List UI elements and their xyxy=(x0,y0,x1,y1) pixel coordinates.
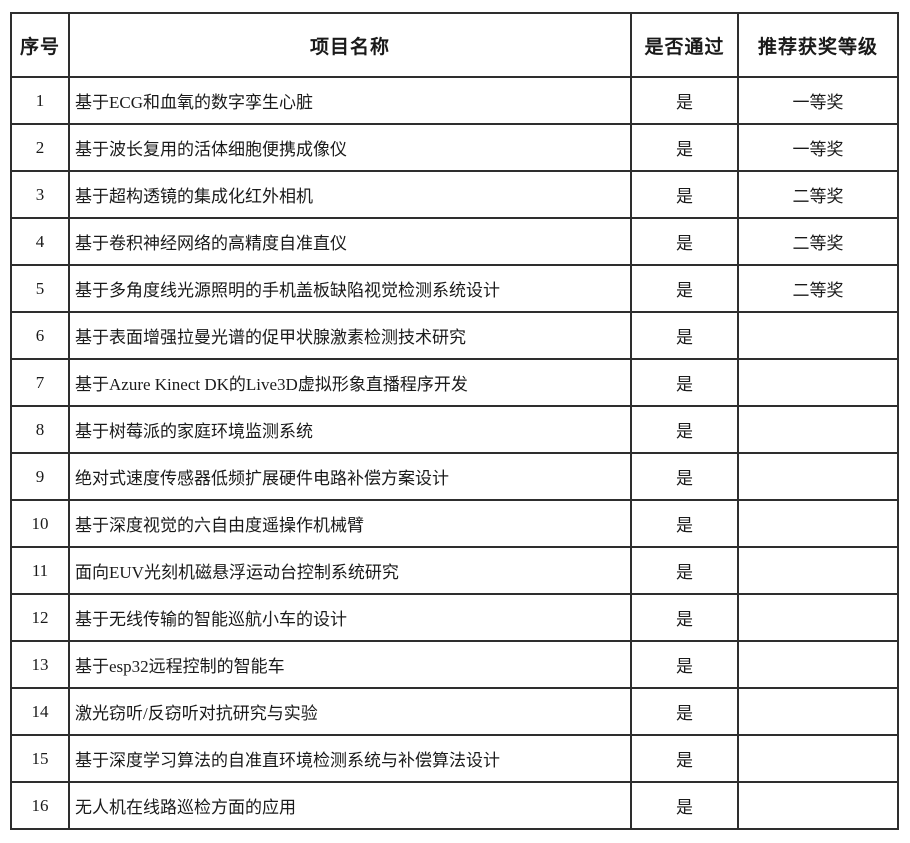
project-name-cell: 基于esp32远程控制的智能车 xyxy=(68,640,632,689)
table-row: 2 基于波长复用的活体细胞便携成像仪 是 一等奖 xyxy=(10,123,899,172)
row-number-cell: 1 xyxy=(10,76,70,125)
award-level-cell xyxy=(737,499,899,548)
row-number-cell: 5 xyxy=(10,264,70,313)
award-level-cell xyxy=(737,781,899,830)
row-number-cell: 15 xyxy=(10,734,70,783)
row-number-cell: 3 xyxy=(10,170,70,219)
pass-status-cell: 是 xyxy=(630,593,739,642)
award-level-cell xyxy=(737,311,899,360)
header-award: 推荐获奖等级 xyxy=(737,12,899,78)
award-level-cell xyxy=(737,452,899,501)
table-body: 1 基于ECG和血氧的数字孪生心脏 是 一等奖 2 基于波长复用的活体细胞便携成… xyxy=(10,76,899,830)
pass-status-cell: 是 xyxy=(630,311,739,360)
award-level-cell xyxy=(737,546,899,595)
award-level-cell xyxy=(737,593,899,642)
award-level-cell: 一等奖 xyxy=(737,76,899,125)
row-number-cell: 10 xyxy=(10,499,70,548)
project-name-cell: 基于深度视觉的六自由度遥操作机械臂 xyxy=(68,499,632,548)
table-row: 11 面向EUV光刻机磁悬浮运动台控制系统研究 是 xyxy=(10,546,899,595)
table-row: 1 基于ECG和血氧的数字孪生心脏 是 一等奖 xyxy=(10,76,899,125)
pass-status-cell: 是 xyxy=(630,499,739,548)
table-row: 9 绝对式速度传感器低频扩展硬件电路补偿方案设计 是 xyxy=(10,452,899,501)
award-level-cell: 一等奖 xyxy=(737,123,899,172)
header-name: 项目名称 xyxy=(68,12,632,78)
project-name-cell: 基于Azure Kinect DK的Live3D虚拟形象直播程序开发 xyxy=(68,358,632,407)
table-row: 14 激光窃听/反窃听对抗研究与实验 是 xyxy=(10,687,899,736)
row-number-cell: 2 xyxy=(10,123,70,172)
table-row: 12 基于无线传输的智能巡航小车的设计 是 xyxy=(10,593,899,642)
header-row: 序号 项目名称 是否通过 推荐获奖等级 xyxy=(10,12,899,78)
pass-status-cell: 是 xyxy=(630,687,739,736)
table-row: 15 基于深度学习算法的自准直环境检测系统与补偿算法设计 是 xyxy=(10,734,899,783)
project-name-cell: 基于表面增强拉曼光谱的促甲状腺激素检测技术研究 xyxy=(68,311,632,360)
table-row: 7 基于Azure Kinect DK的Live3D虚拟形象直播程序开发 是 xyxy=(10,358,899,407)
award-level-cell: 二等奖 xyxy=(737,264,899,313)
project-name-cell: 基于波长复用的活体细胞便携成像仪 xyxy=(68,123,632,172)
pass-status-cell: 是 xyxy=(630,405,739,454)
header-pass: 是否通过 xyxy=(630,12,739,78)
award-level-cell xyxy=(737,687,899,736)
award-level-cell xyxy=(737,734,899,783)
pass-status-cell: 是 xyxy=(630,546,739,595)
row-number-cell: 4 xyxy=(10,217,70,266)
project-name-cell: 基于树莓派的家庭环境监测系统 xyxy=(68,405,632,454)
award-level-cell: 二等奖 xyxy=(737,170,899,219)
table-header: 序号 项目名称 是否通过 推荐获奖等级 xyxy=(10,12,899,78)
project-name-cell: 绝对式速度传感器低频扩展硬件电路补偿方案设计 xyxy=(68,452,632,501)
table-row: 5 基于多角度线光源照明的手机盖板缺陷视觉检测系统设计 是 二等奖 xyxy=(10,264,899,313)
header-no: 序号 xyxy=(10,12,70,78)
pass-status-cell: 是 xyxy=(630,781,739,830)
project-name-cell: 基于卷积神经网络的高精度自准直仪 xyxy=(68,217,632,266)
table-row: 8 基于树莓派的家庭环境监测系统 是 xyxy=(10,405,899,454)
row-number-cell: 11 xyxy=(10,546,70,595)
award-level-cell xyxy=(737,405,899,454)
project-name-cell: 基于无线传输的智能巡航小车的设计 xyxy=(68,593,632,642)
project-review-table: 序号 项目名称 是否通过 推荐获奖等级 1 基于ECG和血氧的数字孪生心脏 是 … xyxy=(10,12,899,830)
project-name-cell: 基于超构透镜的集成化红外相机 xyxy=(68,170,632,219)
award-level-cell: 二等奖 xyxy=(737,217,899,266)
table-row: 4 基于卷积神经网络的高精度自准直仪 是 二等奖 xyxy=(10,217,899,266)
project-name-cell: 面向EUV光刻机磁悬浮运动台控制系统研究 xyxy=(68,546,632,595)
row-number-cell: 7 xyxy=(10,358,70,407)
table-row: 6 基于表面增强拉曼光谱的促甲状腺激素检测技术研究 是 xyxy=(10,311,899,360)
row-number-cell: 12 xyxy=(10,593,70,642)
row-number-cell: 16 xyxy=(10,781,70,830)
project-name-cell: 基于深度学习算法的自准直环境检测系统与补偿算法设计 xyxy=(68,734,632,783)
project-name-cell: 基于多角度线光源照明的手机盖板缺陷视觉检测系统设计 xyxy=(68,264,632,313)
pass-status-cell: 是 xyxy=(630,452,739,501)
row-number-cell: 13 xyxy=(10,640,70,689)
pass-status-cell: 是 xyxy=(630,358,739,407)
award-level-cell xyxy=(737,358,899,407)
row-number-cell: 14 xyxy=(10,687,70,736)
table-row: 10 基于深度视觉的六自由度遥操作机械臂 是 xyxy=(10,499,899,548)
table-row: 16 无人机在线路巡检方面的应用 是 xyxy=(10,781,899,830)
pass-status-cell: 是 xyxy=(630,217,739,266)
table-row: 3 基于超构透镜的集成化红外相机 是 二等奖 xyxy=(10,170,899,219)
award-level-cell xyxy=(737,640,899,689)
row-number-cell: 6 xyxy=(10,311,70,360)
pass-status-cell: 是 xyxy=(630,123,739,172)
row-number-cell: 8 xyxy=(10,405,70,454)
pass-status-cell: 是 xyxy=(630,76,739,125)
pass-status-cell: 是 xyxy=(630,640,739,689)
row-number-cell: 9 xyxy=(10,452,70,501)
pass-status-cell: 是 xyxy=(630,734,739,783)
project-name-cell: 激光窃听/反窃听对抗研究与实验 xyxy=(68,687,632,736)
project-name-cell: 无人机在线路巡检方面的应用 xyxy=(68,781,632,830)
pass-status-cell: 是 xyxy=(630,264,739,313)
project-name-cell: 基于ECG和血氧的数字孪生心脏 xyxy=(68,76,632,125)
pass-status-cell: 是 xyxy=(630,170,739,219)
table-row: 13 基于esp32远程控制的智能车 是 xyxy=(10,640,899,689)
